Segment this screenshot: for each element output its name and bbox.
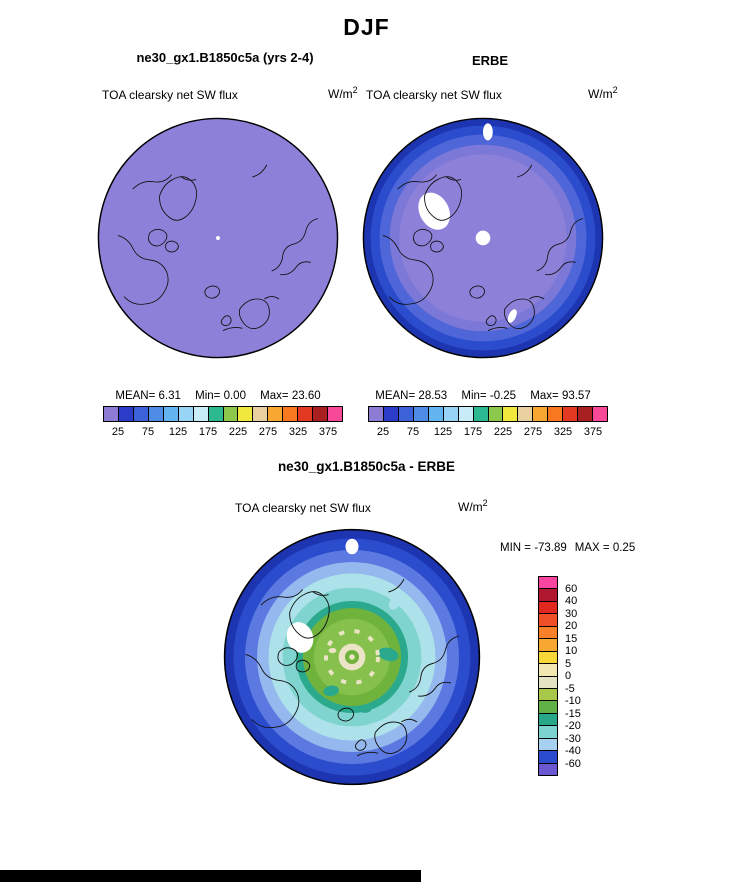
season-title: DJF [343, 14, 390, 40]
diff-max-value: 0.25 [612, 542, 636, 554]
model-missing-data-patches [216, 236, 220, 240]
model-polar-map [97, 117, 339, 359]
model-max-value: 23.60 [291, 390, 321, 402]
diff-polar-map [223, 528, 481, 786]
diff-contour-dashes [324, 629, 380, 685]
diff-colorbar: 60 40 30 20 15 10 5 0 -5 -10 -15 -20 -30 -40 -60 [538, 576, 628, 776]
diff-field-label: TOA clearsky net SW flux [235, 501, 371, 515]
model-case-header: ne30_gx1.B1850c5a (yrs 2-4) [136, 50, 314, 65]
diff-coastlines [245, 578, 459, 757]
flux-colorbar-obs: 25 75 125 175 225 275 325 375 [368, 406, 608, 438]
obs-units-exp: 2 [612, 85, 618, 95]
obs-field-label: TOA clearsky net SW flux [366, 88, 502, 102]
model-mean-label: MEAN= [115, 390, 156, 402]
model-field-label: TOA clearsky net SW flux [102, 88, 238, 102]
obs-min-label: Min= [461, 390, 487, 402]
model-min-value: 0.00 [223, 390, 246, 402]
model-coastlines [117, 164, 319, 332]
bottom-black-bar [0, 870, 421, 882]
diff-minmax: MIN = -73.89 MAX = 0.25 [500, 542, 635, 554]
model-map-boundary [97, 117, 339, 359]
obs-units-base: W/m [588, 87, 613, 101]
obs-min-value: -0.25 [489, 390, 517, 402]
model-stats: MEAN= 6.31 Min= 0.00 Max= 23.60 [96, 390, 340, 402]
model-units-base: W/m [328, 87, 353, 101]
obs-max-value: 93.57 [561, 390, 591, 402]
obs-units-label: W/m2 [588, 85, 618, 101]
obs-polar-map [362, 117, 604, 359]
obs-max-label: Max= [530, 390, 559, 402]
diff-map-boundary [223, 528, 481, 786]
obs-map-boundary [362, 117, 604, 359]
diff-min-label: MIN = [500, 542, 535, 554]
diff-units-exp: 2 [482, 498, 488, 508]
diff-missing-data-patches [286, 538, 401, 713]
diff-max-label: MAX = [574, 542, 613, 554]
obs-coastlines [382, 164, 584, 332]
model-units-label: W/m2 [328, 85, 358, 101]
obs-stats: MEAN= 28.53 Min= -0.25 Max= 93.57 [361, 390, 605, 402]
obs-header: ERBE [471, 53, 509, 68]
flux-colorbar-model: 25 75 125 175 225 275 325 375 [103, 406, 343, 438]
model-mean-value: 6.31 [158, 390, 181, 402]
obs-mean-label: MEAN= [375, 390, 416, 402]
diff-units-label: W/m2 [458, 498, 488, 514]
obs-mean-value: 28.53 [418, 390, 448, 402]
diff-units-base: W/m [458, 500, 483, 514]
model-max-label: Max= [260, 390, 289, 402]
diff-contour-fills [224, 529, 480, 785]
diff-header: ne30_gx1.B1850c5a - ERBE [277, 459, 456, 474]
obs-contour-fills [363, 118, 603, 358]
model-min-label: Min= [195, 390, 221, 402]
diff-min-value: -73.89 [534, 542, 567, 554]
model-units-exp: 2 [352, 85, 358, 95]
